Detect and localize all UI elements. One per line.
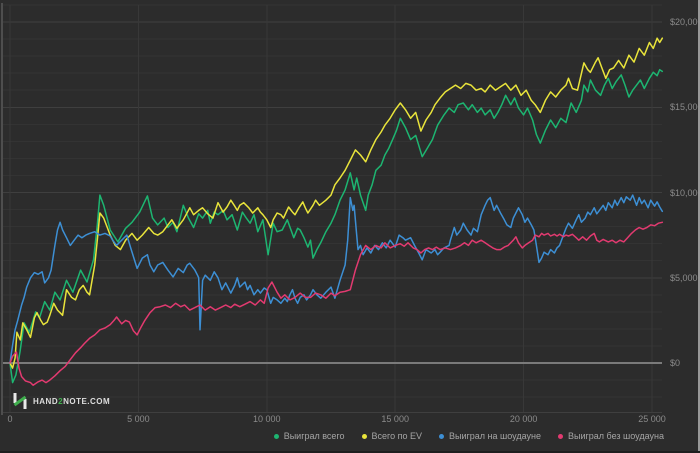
series-line-1 <box>10 38 662 368</box>
x-tick-label: 15 000 <box>381 414 409 424</box>
x-tick-label: 20 000 <box>510 414 538 424</box>
plot-left-axis-line <box>1 3 3 415</box>
legend-item[interactable]: Выиграл на шоудауне <box>439 431 541 441</box>
chart-svg <box>0 0 700 453</box>
x-tick-label: 10 000 <box>253 414 281 424</box>
legend-item[interactable]: Всего по EV <box>362 431 422 441</box>
x-tick-label: 0 <box>7 414 12 424</box>
hand2note-logo-icon <box>13 393 27 409</box>
legend-label: Выиграл всего <box>284 431 345 441</box>
hand2note-logo: HAND2NOTE.COM <box>13 393 110 409</box>
legend-label: Всего по EV <box>372 431 422 441</box>
y-tick-label: $10,000 <box>670 188 700 198</box>
series-line-3 <box>10 222 662 385</box>
legend-dot-icon <box>274 434 279 439</box>
legend-item[interactable]: Выиграл без шоудауна <box>558 431 664 441</box>
legend-label: Выиграл на шоудауне <box>449 431 541 441</box>
chart-legend: Выиграл всего Всего по EV Выиграл на шоуда… <box>274 431 664 441</box>
x-tick-label: 25 000 <box>638 414 666 424</box>
legend-label: Выиграл без шоудауна <box>568 431 664 441</box>
legend-dot-icon <box>558 434 563 439</box>
y-tick-label: $20,000 <box>670 17 700 27</box>
x-tick-label: 5 000 <box>127 414 150 424</box>
legend-item[interactable]: Выиграл всего <box>274 431 345 441</box>
hand2note-graph-window: 0 5 000 10 000 15 000 20 000 25 000 $0 $5,000 $… <box>0 0 700 453</box>
y-tick-label: $5,000 <box>670 273 698 283</box>
y-tick-label: $15,000 <box>670 102 700 112</box>
legend-dot-icon <box>362 434 367 439</box>
logo-text: HAND2NOTE.COM <box>33 397 110 406</box>
y-tick-label: $0 <box>670 358 680 368</box>
legend-dot-icon <box>439 434 444 439</box>
